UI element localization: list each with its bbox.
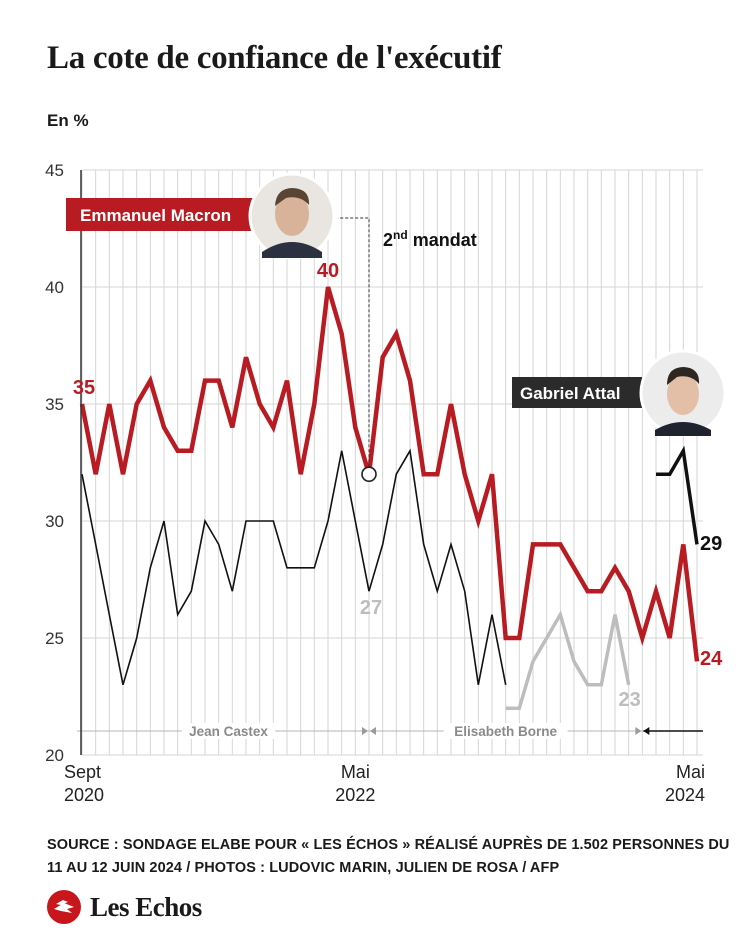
period-arrow <box>362 727 368 735</box>
series-lines <box>79 286 700 710</box>
line-chart: Jean Castex Elisabeth Borne 20 25 30 35 40 45 S… <box>45 161 727 805</box>
portrait-hair <box>275 188 310 206</box>
y-tick-label: 30 <box>45 512 64 531</box>
portrait-suit <box>655 422 711 436</box>
period-bar: Jean Castex Elisabeth Borne <box>77 723 703 739</box>
series-line-macron <box>79 286 700 662</box>
value-label-macron-end: 24 <box>700 648 723 670</box>
y-tick-label: 20 <box>45 746 64 765</box>
period-arrow <box>370 727 376 735</box>
source-note: SOURCE : SONDAGE ELABE POUR « LES ÉCHOS … <box>47 837 730 876</box>
attal-portrait-icon <box>639 349 727 437</box>
x-tick-year: 2020 <box>64 785 104 805</box>
x-tick-month: Mai <box>341 762 370 782</box>
unit-label: En % <box>47 111 89 130</box>
portrait-face <box>667 373 699 415</box>
series-line-borne <box>368 448 507 685</box>
attal-label-bg <box>512 377 642 408</box>
attal-label: Gabriel Attal <box>520 384 620 403</box>
y-tick-label: 35 <box>45 395 64 414</box>
value-labels: 35 40 24 27 23 29 <box>73 260 723 711</box>
axes: 20 25 30 35 40 45 Sept 2020 Mai 2022 Mai 2024 <box>45 161 705 805</box>
x-tick-month: Mai <box>676 762 705 782</box>
value-label-macron-peak: 40 <box>317 260 339 282</box>
mandat-annotation: 2nd mandat <box>383 228 477 250</box>
annotations: 2nd mandat Emmanuel Macron Gabriel Attal <box>66 172 727 483</box>
y-tick-label: 40 <box>45 278 64 297</box>
x-tick-year: 2022 <box>335 785 375 805</box>
logo-emblem-icon <box>47 890 81 924</box>
period-label: Elisabeth Borne <box>454 724 557 739</box>
macron-label: Emmanuel Macron <box>80 206 231 225</box>
chart-title: La cote de confiance de l'exécutif <box>47 40 502 76</box>
portrait-suit <box>262 242 322 258</box>
value-label-borne-start: 27 <box>360 597 382 619</box>
value-label-attal-end: 29 <box>700 533 722 555</box>
portrait-hair <box>667 367 700 385</box>
series-line-attal <box>656 445 699 545</box>
y-tick-label: 25 <box>45 629 64 648</box>
period-label: Jean Castex <box>189 724 268 739</box>
x-tick-month: Sept <box>64 762 101 782</box>
value-label-borne-end: 23 <box>619 689 641 711</box>
mandat-marker <box>361 466 377 483</box>
macron-label-bg <box>66 198 256 231</box>
series-line-castex <box>81 450 370 686</box>
period-label-bg <box>181 723 276 739</box>
period-label-bg <box>443 723 568 739</box>
les-echos-logo: Les Echos <box>47 890 202 924</box>
x-tick-year: 2024 <box>665 785 705 805</box>
macron-portrait-icon <box>248 172 336 260</box>
portrait-face <box>275 192 309 236</box>
logo-wordmark: Les Echos <box>90 891 202 922</box>
grid <box>81 169 703 756</box>
series-line-borne-grey <box>505 610 631 710</box>
value-label-macron-start: 35 <box>73 377 95 399</box>
period-arrow <box>635 727 642 735</box>
y-tick-label: 45 <box>45 161 64 180</box>
